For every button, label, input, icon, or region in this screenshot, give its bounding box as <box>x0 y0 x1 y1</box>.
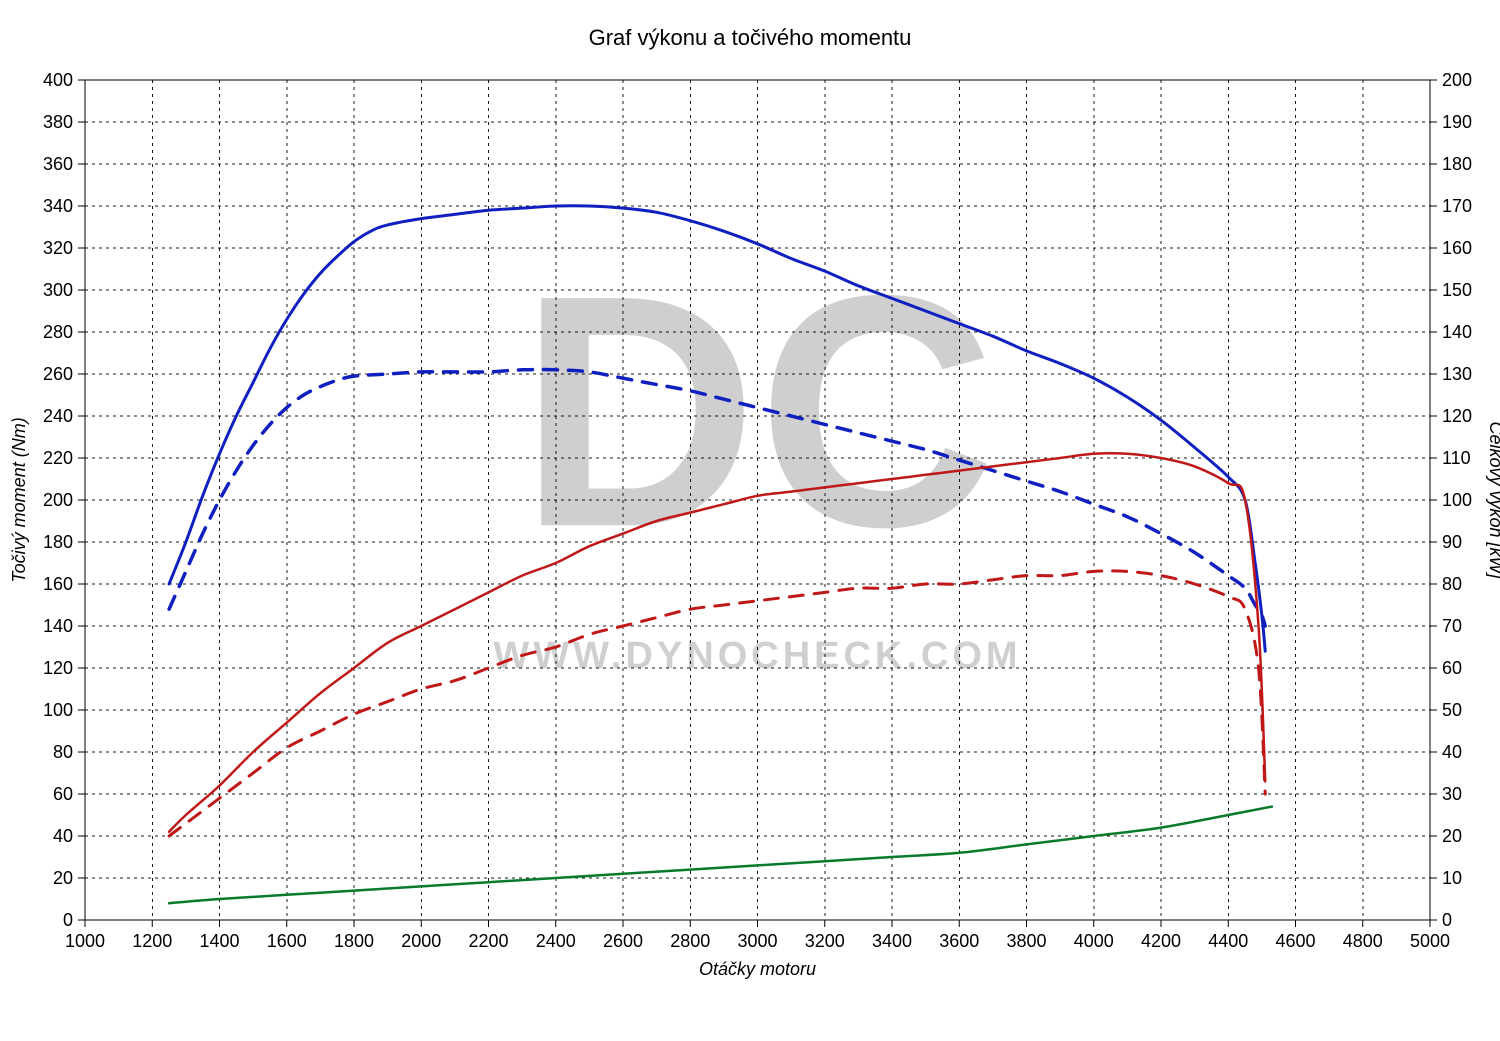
x-tick-label: 3200 <box>805 931 845 951</box>
x-tick-label: 5000 <box>1410 931 1450 951</box>
y-right-tick-label: 40 <box>1442 742 1462 762</box>
y-left-tick-label: 260 <box>43 364 73 384</box>
x-tick-label: 3400 <box>872 931 912 951</box>
y-left-tick-label: 40 <box>53 826 73 846</box>
y-right-tick-label: 190 <box>1442 112 1472 132</box>
dyno-chart: Graf výkonu a točivého momentu DCWWW.DYN… <box>0 0 1500 1041</box>
chart-grid <box>85 80 1430 920</box>
y-left-tick-label: 320 <box>43 238 73 258</box>
x-tick-label: 4800 <box>1343 931 1383 951</box>
x-tick-label: 3800 <box>1006 931 1046 951</box>
y-right-tick-label: 150 <box>1442 280 1472 300</box>
y-left-tick-label: 160 <box>43 574 73 594</box>
x-axis-label: Otáčky motoru <box>699 959 816 979</box>
y-right-tick-label: 90 <box>1442 532 1462 552</box>
x-tick-label: 2000 <box>401 931 441 951</box>
y-right-tick-label: 100 <box>1442 490 1472 510</box>
y-left-tick-label: 280 <box>43 322 73 342</box>
y-left-tick-label: 300 <box>43 280 73 300</box>
x-tick-label: 2600 <box>603 931 643 951</box>
y-right-tick-label: 20 <box>1442 826 1462 846</box>
y-left-tick-label: 120 <box>43 658 73 678</box>
x-tick-label: 1400 <box>199 931 239 951</box>
y-right-tick-label: 140 <box>1442 322 1472 342</box>
y-left-tick-label: 80 <box>53 742 73 762</box>
x-tick-label: 3000 <box>737 931 777 951</box>
x-tick-label: 3600 <box>939 931 979 951</box>
x-tick-label: 4600 <box>1275 931 1315 951</box>
x-tick-label: 4400 <box>1208 931 1248 951</box>
y-left-tick-label: 180 <box>43 532 73 552</box>
series-power-stock <box>169 571 1265 836</box>
y-right-tick-label: 170 <box>1442 196 1472 216</box>
y-right-tick-label: 70 <box>1442 616 1462 636</box>
y-right-tick-label: 180 <box>1442 154 1472 174</box>
y-axis-left-label: Točivý moment (Nm) <box>9 417 29 582</box>
x-axis: 1000 1200 1400 1600 1800 2000 2200 2400 2600 2800… <box>65 920 1450 951</box>
x-tick-label: 1200 <box>132 931 172 951</box>
y-right-tick-label: 120 <box>1442 406 1472 426</box>
y-right-tick-label: 10 <box>1442 868 1462 888</box>
x-tick-label: 2200 <box>468 931 508 951</box>
y-right-tick-label: 160 <box>1442 238 1472 258</box>
y-left-tick-label: 380 <box>43 112 73 132</box>
y-left-tick-label: 360 <box>43 154 73 174</box>
series-loss-power <box>169 807 1272 904</box>
y-right-tick-label: 80 <box>1442 574 1462 594</box>
y-right-tick-label: 200 <box>1442 70 1472 90</box>
x-tick-label: 1600 <box>267 931 307 951</box>
y-left-tick-label: 340 <box>43 196 73 216</box>
y-left-tick-label: 20 <box>53 868 73 888</box>
y-right-tick-label: 110 <box>1442 448 1471 468</box>
y-right-tick-label: 0 <box>1442 910 1452 930</box>
x-tick-label: 2800 <box>670 931 710 951</box>
y-right-tick-label: 60 <box>1442 658 1462 678</box>
x-tick-label: 4200 <box>1141 931 1181 951</box>
y-axis-right: 0 10 20 30 40 50 60 70 80 90 100 110 120 130 140 150 160… <box>1430 70 1472 930</box>
y-axis-right-label: Celkový výkon [kW] <box>1486 421 1500 579</box>
y-left-tick-label: 60 <box>53 784 73 804</box>
y-right-tick-label: 130 <box>1442 364 1472 384</box>
y-left-tick-label: 220 <box>43 448 73 468</box>
y-left-tick-label: 200 <box>43 490 73 510</box>
x-tick-label: 1800 <box>334 931 374 951</box>
y-left-tick-label: 140 <box>43 616 73 636</box>
x-tick-label: 4000 <box>1074 931 1114 951</box>
y-left-tick-label: 0 <box>63 910 73 930</box>
y-left-tick-label: 400 <box>43 70 73 90</box>
chart-title: Graf výkonu a točivého momentu <box>589 25 912 50</box>
y-left-tick-label: 240 <box>43 406 73 426</box>
y-axis-left: 0 20 40 60 80 100 120 140 160 180 200 220 240 260 280 3… <box>43 70 85 930</box>
y-right-tick-label: 30 <box>1442 784 1462 804</box>
y-left-tick-label: 100 <box>43 700 73 720</box>
x-tick-label: 2400 <box>536 931 576 951</box>
y-right-tick-label: 50 <box>1442 700 1462 720</box>
x-tick-label: 1000 <box>65 931 105 951</box>
